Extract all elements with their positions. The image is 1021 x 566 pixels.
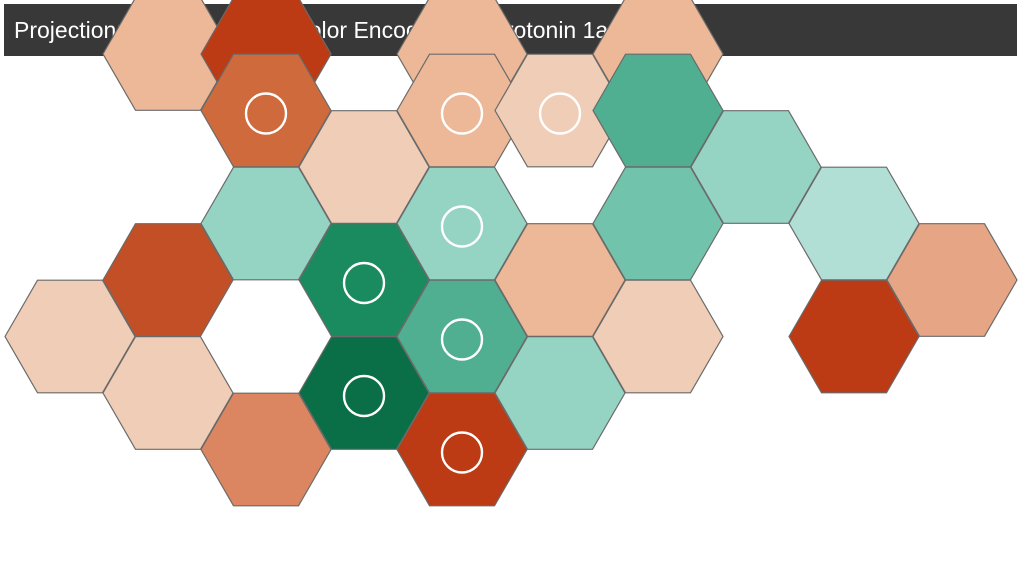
projection-label: Projection: [14,16,123,43]
hex-cell[interactable] [200,392,332,507]
hex-cell[interactable] [788,279,920,394]
